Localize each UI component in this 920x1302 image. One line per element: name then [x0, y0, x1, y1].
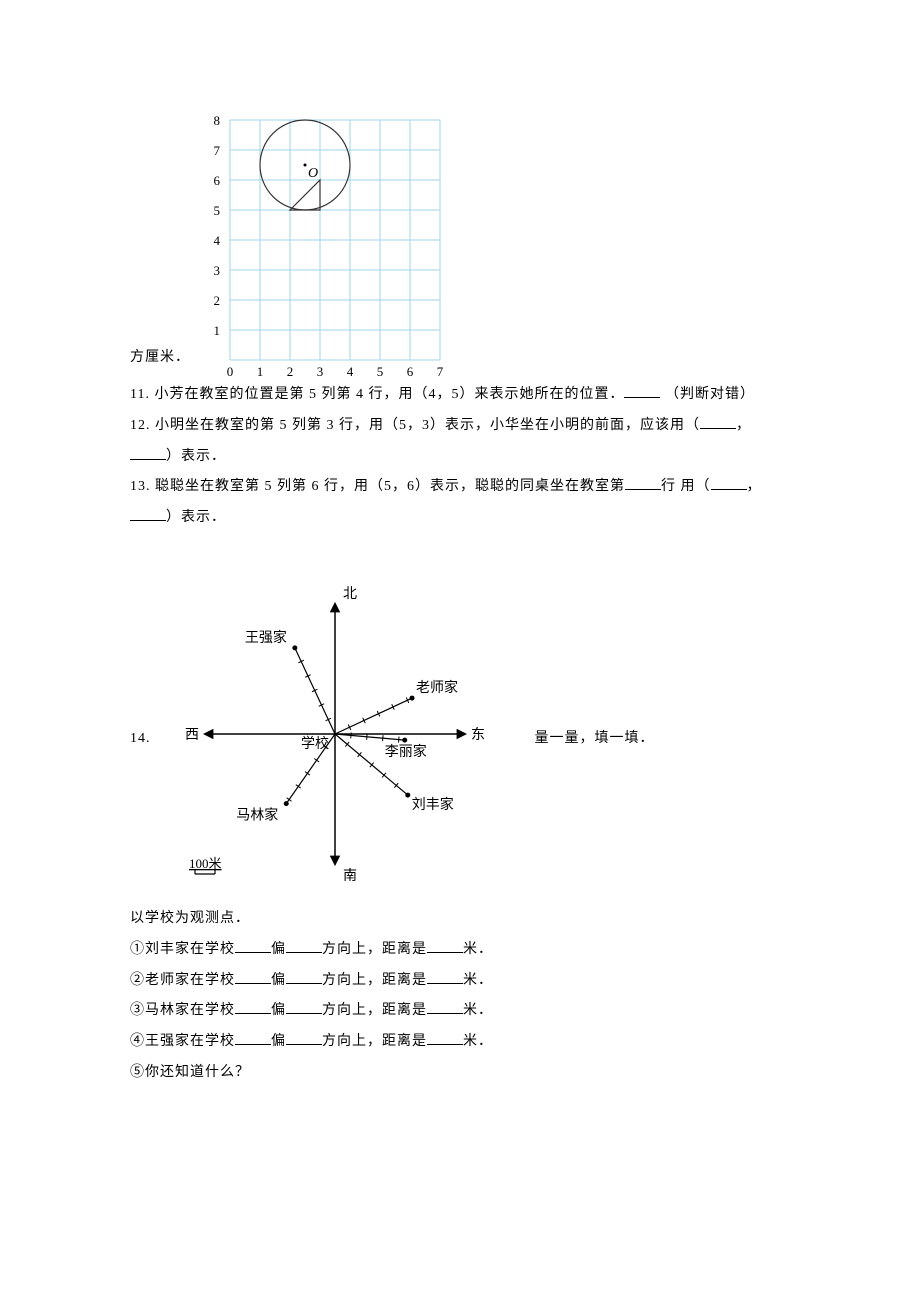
svg-text:7: 7 — [214, 143, 221, 158]
svg-text:1: 1 — [257, 364, 264, 379]
svg-text:6: 6 — [214, 173, 221, 188]
svg-text:刘丰家: 刘丰家 — [411, 796, 453, 813]
compass-diagram: 北南东西学校王强家老师家李丽家刘丰家马林家100米 — [155, 574, 535, 904]
page: 方厘米． 0 1 2 3 4 5 6 7 1 2 3 4 5 6 7 8 O 11. 小芳在教室的位置是第 5 … — [0, 0, 920, 1189]
q10-row: 方厘米． 0 1 2 3 4 5 6 7 1 2 3 4 5 6 7 8 O — [130, 100, 790, 380]
svg-text:4: 4 — [347, 364, 354, 379]
svg-text:5: 5 — [377, 364, 384, 379]
svg-text:1: 1 — [214, 323, 221, 338]
q14-row: 14. 北南东西学校王强家老师家李丽家刘丰家马林家100米 量一量，填一填． — [130, 574, 790, 904]
q12-a: 12. 小明坐在教室的第 5 列第 3 行，用（5，3）表示，小华坐在小明的前面… — [130, 411, 790, 442]
q11: 11. 小芳在教室的位置是第 5 列第 4 行，用（4，5）来表示她所在的位置．… — [130, 380, 790, 411]
svg-text:西: 西 — [185, 728, 199, 743]
svg-text:老师家: 老师家 — [416, 679, 458, 696]
q14-line-3: ③马林家在学校偏方向上，距离是米． — [130, 996, 790, 1027]
q13-a: 13. 聪聪坐在教室第 5 列第 6 行，用（5，6）表示，聪聪的同桌坐在教室第… — [130, 472, 790, 503]
q14-line-2: ②老师家在学校偏方向上，距离是米． — [130, 966, 790, 997]
grid-chart: 0 1 2 3 4 5 6 7 1 2 3 4 5 6 7 8 O — [190, 100, 470, 380]
svg-text:3: 3 — [317, 364, 324, 379]
svg-text:南: 南 — [343, 868, 357, 884]
q14-line-5: ⑤你还知道什么？ — [130, 1058, 790, 1089]
svg-text:北: 北 — [343, 586, 357, 602]
svg-text:6: 6 — [407, 364, 414, 379]
svg-text:王强家: 王强家 — [244, 629, 286, 646]
q10-prefix: 方厘米． — [130, 343, 190, 380]
svg-text:4: 4 — [214, 233, 221, 248]
q11-text: 11. 小芳在教室的位置是第 5 列第 4 行，用（4，5）来表示她所在的位置．… — [130, 387, 755, 402]
svg-text:5: 5 — [214, 203, 221, 218]
svg-text:0: 0 — [227, 364, 234, 379]
q14-side-right: 量一量，填一填． — [535, 724, 655, 755]
svg-text:2: 2 — [287, 364, 294, 379]
q14-lines: 以学校为观测点．①刘丰家在学校偏方向上，距离是米．②老师家在学校偏方向上，距离是… — [130, 904, 790, 1089]
svg-text:马林家: 马林家 — [236, 807, 278, 824]
svg-text:O: O — [308, 166, 318, 181]
q14-prefix: 14. — [130, 724, 155, 755]
q12-b: ）表示． — [130, 442, 790, 473]
q14-line-1: ①刘丰家在学校偏方向上，距离是米． — [130, 935, 790, 966]
svg-text:东: 东 — [471, 727, 485, 743]
svg-text:8: 8 — [214, 113, 221, 128]
svg-text:李丽家: 李丽家 — [384, 743, 426, 760]
svg-text:3: 3 — [214, 263, 221, 278]
spacer — [130, 534, 790, 574]
svg-text:7: 7 — [437, 364, 444, 379]
q14-line-4: ④王强家在学校偏方向上，距离是米． — [130, 1027, 790, 1058]
q14-line-0: 以学校为观测点． — [130, 904, 790, 935]
svg-text:2: 2 — [214, 293, 221, 308]
q13-b: ）表示． — [130, 503, 790, 534]
svg-text:100米: 100米 — [189, 856, 222, 871]
